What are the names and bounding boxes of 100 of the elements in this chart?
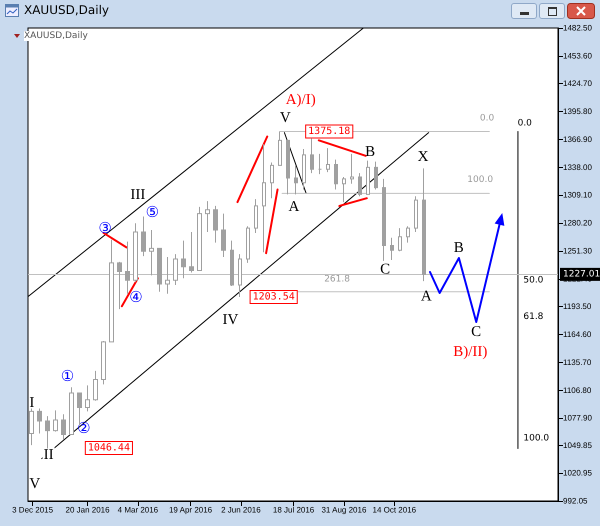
candlestick: [101, 340, 106, 385]
annotation: ①: [60, 367, 74, 385]
candlestick: [238, 254, 242, 298]
candlestick: [157, 248, 162, 292]
annotation: 61.8: [523, 312, 544, 322]
candlestick: [53, 410, 58, 432]
candlestick: [149, 230, 154, 276]
candlestick: [205, 200, 210, 232]
y-tick-label: 1338.00: [563, 162, 592, 172]
annotation: 100.0: [467, 175, 494, 186]
candlestick: [109, 239, 114, 342]
candlestick: [326, 148, 330, 173]
candlestick: [278, 131, 282, 166]
y-tick-label: 1453.60: [563, 51, 592, 60]
candlestick: [165, 256, 170, 294]
candlestick: [398, 228, 402, 252]
candlestick: [45, 416, 50, 450]
annotation: 100.0: [523, 434, 550, 444]
candlestick: [173, 254, 178, 286]
annotation: ④: [129, 288, 143, 306]
annotation: IV: [222, 312, 238, 328]
candlestick: [422, 168, 426, 282]
y-tick-label: 1251.30: [563, 246, 592, 256]
candlestick: [358, 172, 362, 197]
annotation: ②: [77, 419, 91, 437]
annotation: II: [44, 446, 54, 463]
annotation: ③: [98, 219, 112, 237]
chart-title: XAUUSD,Daily: [24, 3, 110, 17]
y-tick-label: 1106.80: [563, 386, 592, 395]
candlestick: [37, 408, 42, 434]
candlestick: [197, 206, 202, 272]
y-tick-label: 1193.50: [563, 302, 592, 312]
annotation: C: [471, 324, 482, 340]
x-tick-label: 18 Jul 2016: [272, 506, 315, 514]
x-tick-label: 31 Aug 2016: [321, 506, 367, 514]
candlestick: [181, 240, 186, 279]
annotation: 1203.54: [252, 292, 295, 302]
candlestick: [310, 138, 314, 174]
annotation: A)/I): [286, 92, 316, 108]
candlestick: [61, 414, 66, 440]
candlestick: [350, 153, 354, 184]
annotation: 1375.18: [308, 126, 350, 137]
annotation: A: [288, 199, 300, 215]
candlestick: [406, 226, 410, 244]
annotation: 0.0: [518, 118, 532, 128]
annotation: B: [454, 240, 464, 256]
ref-line-label: 1227.01: [563, 269, 600, 280]
y-tick-label: 1309.10: [563, 190, 592, 200]
y-tick-label: 1280.20: [563, 218, 592, 228]
candlestick: [342, 176, 346, 203]
candlestick: [69, 386, 74, 436]
y-tick-label: 1424.70: [563, 79, 592, 88]
candlestick: [254, 198, 258, 234]
candlestick: [366, 160, 370, 195]
x-tick-label: 19 Apr 2016: [168, 506, 213, 514]
candlestick: [262, 144, 266, 253]
y-tick-label: 992.05: [563, 496, 588, 506]
candlestick: [133, 222, 138, 283]
x-tick-label: 4 Mar 2016: [118, 506, 159, 514]
annotation: V: [29, 476, 40, 492]
candlestick: [414, 196, 418, 232]
candlestick: [390, 237, 394, 260]
x-tick-label: 20 Jan 2016: [66, 506, 110, 514]
candlestick: [334, 159, 338, 190]
candlestick: [302, 148, 306, 190]
annotation: B: [365, 144, 376, 160]
annotation: 50.0: [523, 276, 544, 286]
candlestick: [230, 240, 234, 286]
annotation: A: [420, 288, 432, 305]
annotation: C: [380, 262, 390, 278]
candlestick: [85, 384, 90, 412]
candlestick: [294, 164, 298, 195]
annotation: 1046.44: [88, 442, 130, 454]
y-tick-label: 1395.80: [563, 107, 592, 116]
candlestick: [270, 162, 274, 199]
y-tick-label: 1482.50: [563, 24, 592, 32]
x-tick-label: 14 Oct 2016: [372, 506, 417, 514]
candlestick: [93, 370, 98, 402]
annotation: 0.0: [480, 113, 494, 124]
annotation: X: [418, 149, 429, 165]
y-tick-label: 1020.95: [563, 468, 592, 478]
candlestick: [374, 161, 378, 190]
candlestick: [318, 153, 322, 175]
candlestick: [213, 205, 218, 244]
x-tick-label: 3 Dec 2015: [12, 506, 54, 514]
annotation: B)/II): [453, 344, 488, 360]
candlestick: [221, 213, 226, 258]
annotation: V: [280, 110, 291, 126]
y-tick-label: 1164.60: [563, 330, 592, 340]
annotation: 261.8: [324, 274, 350, 284]
candlestick: [189, 231, 194, 273]
y-tick-label: 1049.85: [563, 440, 592, 450]
annotation: III: [130, 187, 146, 203]
candlestick: [125, 241, 130, 294]
candlestick: [117, 261, 122, 310]
candlestick: [286, 138, 290, 195]
candlestick: [382, 178, 386, 262]
y-tick-label: 1366.90: [563, 134, 592, 144]
x-tick-label: 2 Jun 2016: [221, 506, 262, 514]
y-tick-label: 1077.90: [563, 414, 592, 423]
